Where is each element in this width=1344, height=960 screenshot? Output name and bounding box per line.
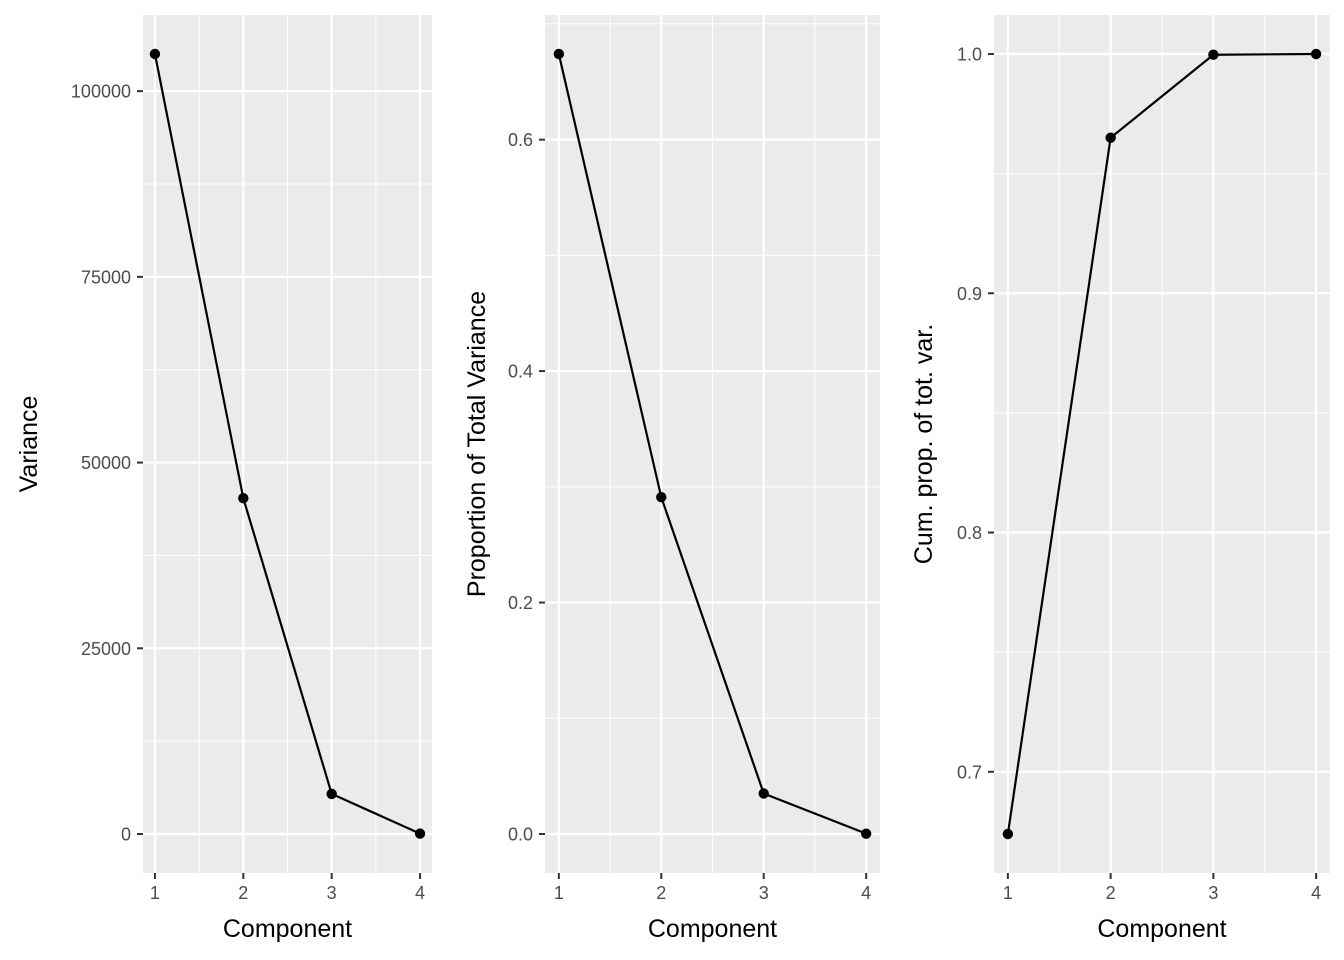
data-point (326, 788, 337, 800)
y-tick-label: 0.4 (508, 362, 533, 382)
x-tick-label: 3 (1208, 883, 1218, 903)
chart-panel-3: 1 2 3 4 0.7 0.8 0.9 1.0 Component Cum. prop. of t… (910, 15, 1330, 943)
data-point (758, 788, 769, 799)
y-tick-label: 0.6 (508, 130, 533, 150)
x-tick-label: 4 (415, 883, 425, 903)
x-tick-label: 1 (1003, 883, 1013, 903)
y-tick-label: 25000 (81, 639, 131, 659)
data-point (414, 828, 426, 839)
x-axis-title: Component (1097, 915, 1226, 943)
x-tick-label: 4 (1311, 883, 1321, 903)
x-axis-title: Component (223, 915, 352, 943)
series-line (557, 53, 867, 835)
y-tick-label: 100000 (71, 82, 131, 102)
y-tick-label: 0.8 (957, 523, 982, 543)
chart-panel-1: 1 2 3 4 0 25000 50000 75000 100000 Component Varia… (15, 15, 432, 943)
x-tick-label: 1 (150, 883, 160, 903)
x-tick-label: 2 (1106, 883, 1116, 903)
x-tick-label: 1 (554, 883, 564, 903)
data-point (1105, 132, 1116, 143)
y-tick-label: 0 (121, 825, 131, 845)
data-point (1208, 49, 1219, 60)
data-point (1002, 828, 1014, 840)
series-line (153, 53, 421, 835)
x-axis-title: Component (648, 915, 777, 943)
y-tick-label: 50000 (81, 453, 131, 473)
data-point (553, 48, 565, 60)
x-tick-label: 2 (238, 883, 248, 903)
y-tick-label: 0.2 (508, 593, 533, 613)
data-point (1310, 48, 1322, 60)
data-point (238, 493, 249, 504)
x-tick-label: 3 (759, 883, 769, 903)
y-tick-label: 0.0 (508, 825, 533, 845)
y-tick-label: 0.9 (957, 284, 982, 304)
chart-panel-2: 1 2 3 4 0.0 0.2 0.4 0.6 Component Proportion of T… (463, 15, 880, 943)
data-point (149, 48, 161, 60)
series-line (1006, 52, 1317, 835)
y-tick-label: 1.0 (957, 45, 982, 65)
y-tick-label: 0.7 (957, 762, 982, 782)
data-point (656, 492, 667, 503)
y-axis-title: Cum. prop. of tot. var. (910, 324, 938, 564)
data-point (860, 828, 872, 839)
x-tick-label: 2 (656, 883, 666, 903)
x-tick-label: 3 (327, 883, 337, 903)
y-axis-title: Variance (15, 396, 43, 493)
y-tick-label: 75000 (81, 267, 131, 287)
x-tick-label: 4 (861, 883, 871, 903)
y-axis-title: Proportion of Total Variance (463, 291, 491, 597)
